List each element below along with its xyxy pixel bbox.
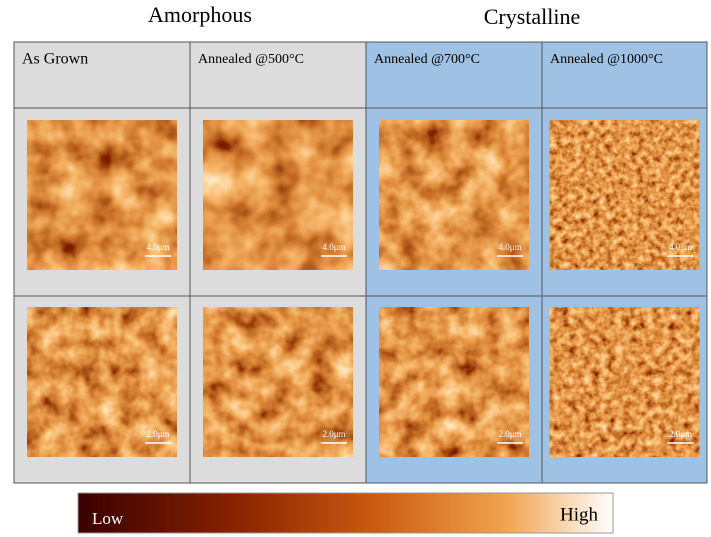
- scale-label: 4.0μm: [322, 242, 345, 252]
- scale-label: 2.0μm: [322, 429, 345, 439]
- group-title: Amorphous: [148, 2, 252, 27]
- scale-label: 2.0μm: [146, 429, 169, 439]
- colorbar: [78, 493, 613, 533]
- scale-label: 2.0μm: [669, 429, 692, 439]
- column-label: Annealed @500°C: [198, 52, 304, 67]
- group-title: Crystalline: [484, 4, 581, 29]
- scale-label: 2.0μm: [498, 429, 521, 439]
- figure: Amorphous Crystalline Low High As Grown A…: [0, 0, 711, 537]
- column-label: Annealed @700°C: [374, 52, 480, 67]
- column-label: As Grown: [22, 51, 88, 68]
- scale-label: 4.0μm: [669, 242, 692, 252]
- column-label: Annealed @1000°C: [550, 52, 663, 67]
- scale-label: 4.0μm: [146, 242, 169, 252]
- colorbar-high: High: [560, 504, 599, 525]
- scale-label: 4.0μm: [498, 242, 521, 252]
- colorbar-low: Low: [92, 509, 124, 528]
